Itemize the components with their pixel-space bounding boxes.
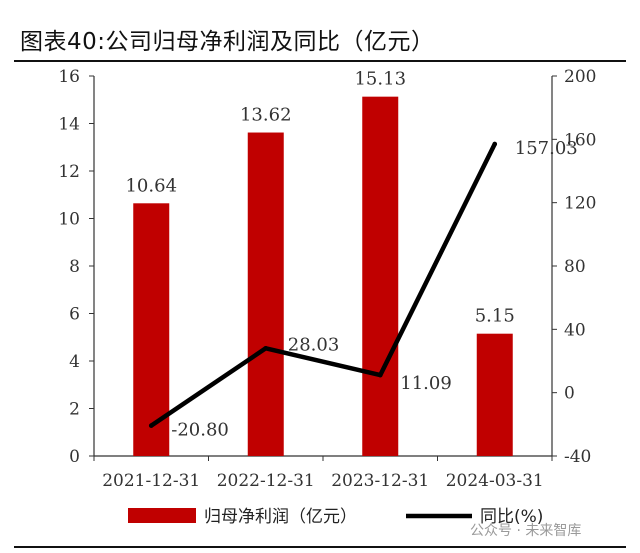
legend-swatch-bar	[128, 508, 196, 523]
watermark-text: 公众号 · 未来智库	[470, 523, 582, 539]
right-axis-tick-label: 160	[564, 130, 596, 150]
bottom-divider	[14, 546, 626, 548]
line-point	[377, 372, 383, 378]
bar	[362, 96, 399, 456]
x-axis-tick-label: 2021-12-31	[102, 471, 200, 491]
legend-label-bar: 归母净利润（亿元）	[204, 507, 357, 527]
line-data-label: 157.03	[515, 138, 578, 159]
right-axis-tick-label: 120	[564, 194, 596, 214]
bar	[476, 333, 513, 456]
x-axis-tick-label: 2022-12-31	[217, 471, 315, 491]
title-divider	[14, 60, 626, 62]
line-point	[263, 345, 269, 351]
line-point	[492, 141, 498, 147]
left-axis-tick-label: 8	[69, 257, 80, 277]
left-axis-tick-label: 14	[58, 115, 80, 135]
bar-data-label: 15.13	[354, 69, 406, 90]
bar-series: 10.64 13.62 15.13 5.15	[125, 69, 515, 456]
line-series: -20.80 28.03 11.09 157.03	[148, 138, 578, 441]
right-axis-tick-label: 80	[564, 257, 586, 277]
chart-legend: 归母净利润（亿元） 同比(%)	[128, 507, 543, 527]
line-point	[148, 423, 154, 428]
x-axis-tick-label: 2024-03-31	[446, 471, 544, 491]
chart-title: 图表40:公司归母净利润及同比（亿元）	[20, 29, 435, 55]
right-axis-tick-label: 0	[564, 384, 575, 404]
left-axis-tick-label: 12	[58, 162, 80, 182]
bar-data-label: 5.15	[475, 306, 515, 327]
left-axis-tick-label: 4	[69, 352, 80, 372]
left-axis-tick-label: 16	[58, 67, 80, 87]
bar	[247, 132, 284, 456]
x-axis-tick-label: 2023-12-31	[331, 471, 429, 491]
left-axis-tick-label: 6	[69, 305, 80, 325]
line-data-label: 11.09	[400, 373, 452, 394]
right-axis-tick-label: 200	[564, 67, 596, 87]
line-data-label: -20.80	[171, 420, 229, 441]
right-axis-tick-label: -40	[564, 447, 591, 467]
bar-data-label: 13.62	[240, 105, 292, 126]
left-axis-tick-label: 10	[58, 210, 80, 230]
bar	[133, 203, 170, 456]
left-axis-tick-label: 2	[69, 400, 80, 420]
right-axis-tick-label: 40	[564, 320, 586, 340]
legend-label-line: 同比(%)	[480, 507, 543, 527]
bar-data-label: 10.64	[125, 175, 177, 196]
line-path	[149, 141, 497, 428]
left-axis-tick-label: 0	[69, 447, 80, 467]
line-data-label: 28.03	[288, 334, 340, 355]
chart-axes: 0 2 4 6 8 10 12 14 16 -40 0 40 80 120 160 200 2021-12-31…	[58, 67, 596, 491]
